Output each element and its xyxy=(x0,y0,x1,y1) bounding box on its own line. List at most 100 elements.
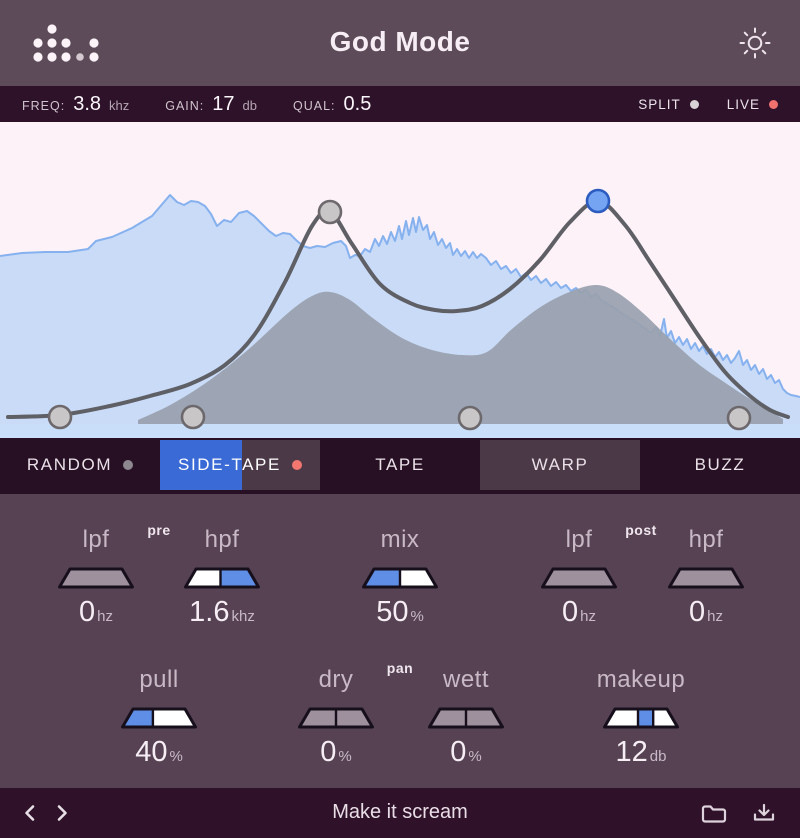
save-download-icon[interactable] xyxy=(750,799,778,827)
slider-value[interactable]: 0% xyxy=(396,736,536,769)
slider-name-label: lpf xyxy=(565,526,593,553)
slider-lpf-pre[interactable] xyxy=(58,567,134,589)
curve-handle[interactable] xyxy=(47,404,73,430)
curve-handle[interactable] xyxy=(180,404,206,430)
slider-hpf-pre[interactable] xyxy=(184,567,260,589)
slider-value-unit: % xyxy=(169,748,183,765)
control-pull: pull 40% xyxy=(89,666,229,769)
slider-value[interactable]: 0% xyxy=(266,736,406,769)
slider-value-unit: hz xyxy=(707,608,723,625)
slider-makeup[interactable] xyxy=(603,707,679,729)
slider-name-label: makeup xyxy=(596,666,686,693)
slider-value[interactable]: 0 hz xyxy=(26,596,166,629)
slider-value-number: 0 xyxy=(689,596,706,628)
preset-name[interactable]: Make it scream xyxy=(332,801,468,823)
control-hpf-post: hpf 0 hz xyxy=(636,526,776,629)
denise-logo-icon[interactable] xyxy=(28,20,104,66)
curve-handle[interactable] xyxy=(317,199,343,225)
slider-dry[interactable] xyxy=(298,707,374,729)
control-hpf-pre: hpf 1.6 khz xyxy=(152,526,292,629)
readout-label: QUAL: xyxy=(293,98,336,113)
slider-lpf-post[interactable] xyxy=(541,567,617,589)
group-label-pan: pan xyxy=(386,660,414,676)
slider-value[interactable]: 0 hz xyxy=(509,596,649,629)
tab-label: SIDE-TAPE xyxy=(178,455,281,474)
slider-value-number: 40 xyxy=(135,736,168,768)
toggle-dot xyxy=(769,99,778,109)
control-lpf-post: lpf 0 hz xyxy=(509,526,649,629)
readout-label: GAIN: xyxy=(165,98,205,113)
controls-panel: pre post pan lpf 0 hz hpf 1.6 khz mix 50% lpf 0 hz hpf… xyxy=(0,494,800,788)
tab-side-tape[interactable]: SIDE-TAPE xyxy=(160,440,320,490)
eq-response-curve xyxy=(6,199,790,419)
tab-status-dot xyxy=(291,460,302,470)
slider-value[interactable]: 40% xyxy=(89,736,229,769)
curve-handle[interactable] xyxy=(726,405,752,431)
slider-name-label: pull xyxy=(139,666,179,693)
slider-value[interactable]: 12 db xyxy=(571,736,711,769)
info-bar: FREQ: 3.8 khz GAIN: 17 db QUAL: 0.5 SPLIT LIVE xyxy=(0,86,800,122)
tab-warp[interactable]: WARP xyxy=(480,440,640,490)
slider-value-unit: hz xyxy=(580,608,596,625)
tab-label: WARP xyxy=(531,455,589,474)
eq-graph-area[interactable] xyxy=(0,122,800,438)
tab-label: BUZZ xyxy=(694,455,746,474)
slider-value[interactable]: 1.6 khz xyxy=(152,596,292,629)
toggle-label: LIVE xyxy=(726,96,760,112)
control-makeup: makeup 12 db xyxy=(571,666,711,769)
previous-preset-icon[interactable] xyxy=(22,801,38,825)
folder-icon[interactable] xyxy=(700,799,728,827)
slider-hpf-post[interactable] xyxy=(668,567,744,589)
slider-value-unit: hz xyxy=(97,608,113,625)
control-dry: dry 0% xyxy=(266,666,406,769)
next-preset-icon[interactable] xyxy=(54,801,70,825)
tab-label: RANDOM xyxy=(26,455,113,474)
readout-value[interactable]: 17 xyxy=(212,92,235,115)
slider-value-unit: % xyxy=(410,608,424,625)
slider-value[interactable]: 50% xyxy=(330,596,470,629)
slider-name-label: wett xyxy=(442,666,489,693)
toggle-live[interactable]: LIVE xyxy=(727,97,778,112)
header-bar: God Mode xyxy=(0,0,800,86)
slider-name-label: lpf xyxy=(82,526,110,553)
tab-highlight xyxy=(480,440,640,490)
audio-spectrum-line xyxy=(0,194,800,398)
readout-unit: db xyxy=(242,97,258,113)
graph-baseline-track xyxy=(0,424,800,438)
tab-active-fill xyxy=(160,440,242,490)
preset-bar: Make it scream xyxy=(0,788,800,838)
tab-random[interactable]: RANDOM xyxy=(0,440,160,490)
readout-value[interactable]: 3.8 xyxy=(73,92,102,115)
group-label-pre: pre xyxy=(147,522,171,538)
readout-fields: FREQ: 3.8 khz GAIN: 17 db QUAL: 0.5 xyxy=(22,93,371,116)
curve-handle-selected[interactable] xyxy=(585,188,611,214)
slider-value-unit: khz xyxy=(231,608,255,625)
plugin-title: God Mode xyxy=(329,26,471,57)
slider-value-number: 1.6 xyxy=(189,596,230,628)
slider-wett[interactable] xyxy=(428,707,504,729)
readout-label: FREQ: xyxy=(22,98,66,113)
slider-name-label: dry xyxy=(318,666,354,693)
readout-field: FREQ: 3.8 khz xyxy=(22,93,129,116)
tab-label: TAPE xyxy=(375,455,425,474)
slider-pull[interactable] xyxy=(121,707,197,729)
preset-actions xyxy=(700,799,778,827)
brightness-icon[interactable] xyxy=(738,26,772,60)
readout-value[interactable]: 0.5 xyxy=(343,92,372,115)
curve-handle[interactable] xyxy=(457,405,483,431)
tab-tape[interactable]: TAPE xyxy=(320,440,480,490)
toggle-split[interactable]: SPLIT xyxy=(638,97,699,112)
slider-value-number: 0 xyxy=(79,596,96,628)
readout-unit: khz xyxy=(109,97,130,113)
mode-toggles: SPLIT LIVE xyxy=(638,97,778,112)
slider-name-label: hpf xyxy=(688,526,724,553)
slider-value-unit: % xyxy=(468,748,482,765)
tab-buzz[interactable]: BUZZ xyxy=(640,440,800,490)
control-mix: mix 50% xyxy=(330,526,470,629)
slider-value[interactable]: 0 hz xyxy=(636,596,776,629)
slider-name-label: mix xyxy=(380,526,420,553)
control-lpf-pre: lpf 0 hz xyxy=(26,526,166,629)
toggle-dot xyxy=(689,99,699,109)
slider-mix[interactable] xyxy=(362,567,438,589)
